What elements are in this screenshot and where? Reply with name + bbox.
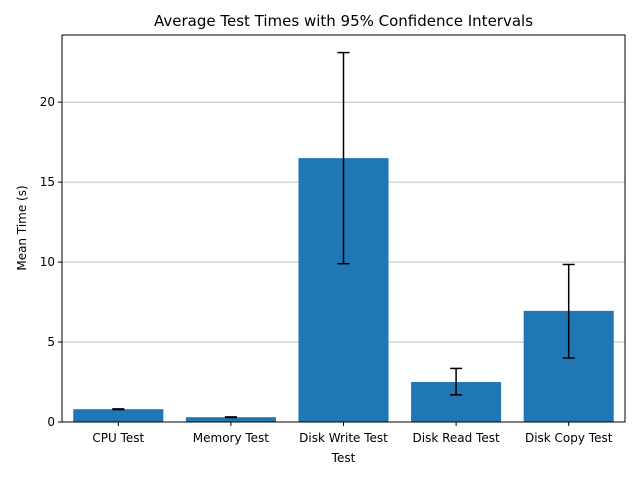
x-axis-ticks: CPU Test Memory Test Disk Write Test Disk R…	[92, 422, 613, 445]
y-tick-label: 5	[47, 335, 55, 349]
y-axis-ticks: 0 5 10 15 20	[40, 95, 62, 429]
x-tick-label: Disk Write Test	[299, 431, 388, 445]
y-tick-label: 20	[40, 95, 55, 109]
y-axis-label: Mean Time (s)	[15, 185, 29, 270]
bar-memory-test	[185, 417, 276, 422]
chart-title: Average Test Times with 95% Confidence I…	[154, 12, 533, 30]
x-tick-label: Disk Read Test	[413, 431, 500, 445]
y-tick-label: 15	[40, 175, 55, 189]
x-tick-label: CPU Test	[92, 431, 144, 445]
y-tick-label: 10	[40, 255, 55, 269]
x-tick-label: Disk Copy Test	[525, 431, 613, 445]
y-tick-label: 0	[47, 415, 55, 429]
error-bars	[112, 51, 575, 419]
x-axis-label: Test	[331, 451, 356, 465]
bar-cpu-test	[73, 409, 164, 422]
x-tick-label: Memory Test	[193, 431, 270, 445]
